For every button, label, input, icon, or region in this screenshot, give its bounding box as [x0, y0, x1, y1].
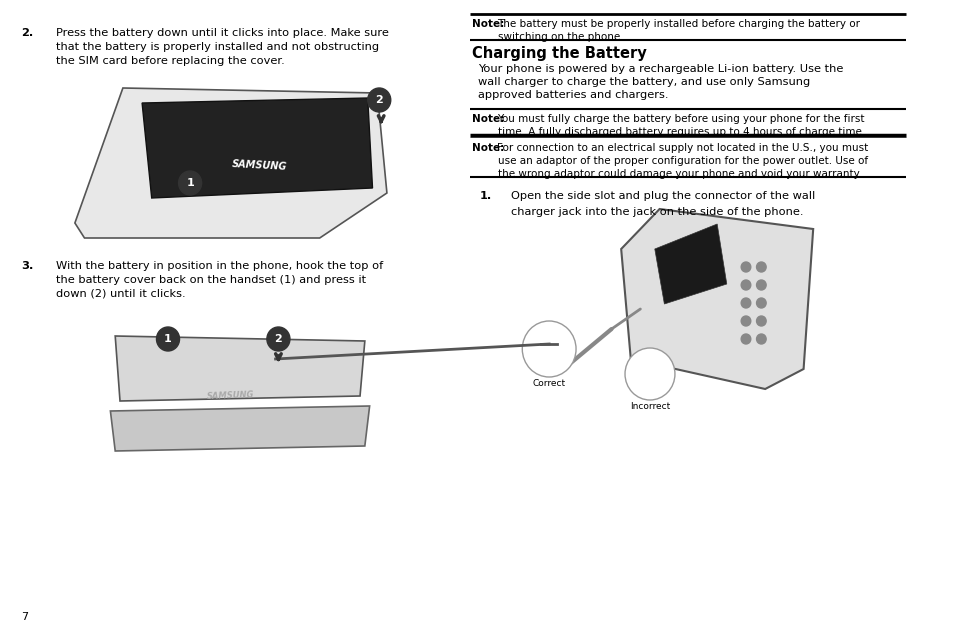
Circle shape — [740, 298, 750, 308]
Text: wall charger to charge the battery, and use only Samsung: wall charger to charge the battery, and … — [477, 77, 809, 87]
Circle shape — [756, 262, 765, 272]
Polygon shape — [620, 209, 812, 389]
Text: the SIM card before replacing the cover.: the SIM card before replacing the cover. — [55, 56, 284, 66]
Circle shape — [756, 316, 765, 326]
Circle shape — [756, 298, 765, 308]
Circle shape — [740, 262, 750, 272]
Circle shape — [267, 327, 290, 351]
Circle shape — [756, 334, 765, 344]
Text: SAMSUNG: SAMSUNG — [232, 158, 287, 172]
Text: 2: 2 — [375, 95, 383, 105]
Circle shape — [740, 280, 750, 290]
Text: The battery must be properly installed before charging the battery or: The battery must be properly installed b… — [497, 19, 860, 29]
Circle shape — [624, 348, 674, 400]
Polygon shape — [111, 406, 369, 451]
Text: approved batteries and chargers.: approved batteries and chargers. — [477, 90, 668, 100]
Polygon shape — [74, 88, 387, 238]
Text: 1: 1 — [164, 334, 172, 344]
Circle shape — [740, 316, 750, 326]
Text: Your phone is powered by a rechargeable Li-ion battery. Use the: Your phone is powered by a rechargeable … — [477, 64, 842, 74]
Polygon shape — [115, 336, 364, 401]
Text: Press the battery down until it clicks into place. Make sure: Press the battery down until it clicks i… — [55, 28, 388, 38]
Text: switching on the phone.: switching on the phone. — [472, 32, 623, 42]
Text: Open the side slot and plug the connector of the wall: Open the side slot and plug the connecto… — [510, 191, 814, 201]
Circle shape — [367, 88, 391, 112]
Text: 1.: 1. — [479, 191, 492, 201]
Circle shape — [156, 327, 179, 351]
Text: Note:: Note: — [472, 114, 504, 124]
Text: charger jack into the jack on the side of the phone.: charger jack into the jack on the side o… — [510, 207, 802, 217]
Text: Note:: Note: — [472, 19, 504, 29]
Text: that the battery is properly installed and not obstructing: that the battery is properly installed a… — [55, 42, 378, 52]
Text: the battery cover back on the handset (1) and press it: the battery cover back on the handset (1… — [55, 275, 365, 285]
Text: For connection to an electrical supply not located in the U.S., you must: For connection to an electrical supply n… — [497, 143, 867, 153]
Circle shape — [178, 171, 201, 195]
Text: With the battery in position in the phone, hook the top of: With the battery in position in the phon… — [55, 261, 382, 271]
Text: 7: 7 — [21, 612, 29, 622]
Text: the wrong adaptor could damage your phone and void your warranty.: the wrong adaptor could damage your phon… — [472, 169, 862, 179]
Text: time. A fully discharged battery requires up to 4 hours of charge time.: time. A fully discharged battery require… — [472, 127, 864, 137]
Text: 3.: 3. — [21, 261, 33, 271]
Text: SAMSUNG: SAMSUNG — [206, 391, 254, 401]
Text: Charging the Battery: Charging the Battery — [472, 46, 646, 61]
Text: use an adaptor of the proper configuration for the power outlet. Use of: use an adaptor of the proper configurati… — [472, 156, 867, 166]
Circle shape — [740, 334, 750, 344]
Text: Correct: Correct — [532, 379, 565, 388]
Text: down (2) until it clicks.: down (2) until it clicks. — [55, 289, 185, 299]
Polygon shape — [654, 224, 726, 304]
Text: Incorrect: Incorrect — [629, 402, 669, 411]
Text: Note:: Note: — [472, 143, 504, 153]
Circle shape — [756, 280, 765, 290]
Text: 1: 1 — [186, 178, 193, 188]
Text: 2.: 2. — [21, 28, 33, 38]
Text: You must fully charge the battery before using your phone for the first: You must fully charge the battery before… — [497, 114, 864, 124]
Circle shape — [521, 321, 576, 377]
Text: 2: 2 — [274, 334, 282, 344]
Polygon shape — [142, 98, 372, 198]
